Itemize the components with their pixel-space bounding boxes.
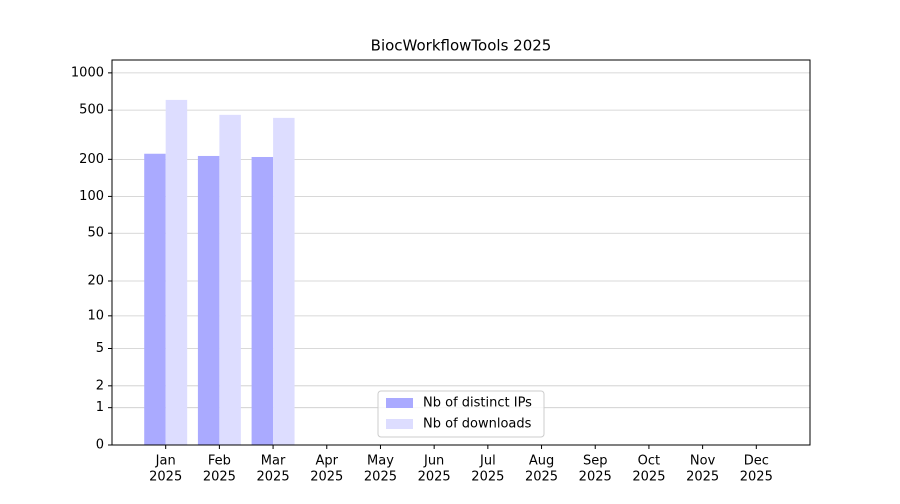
- y-tick-label: 50: [87, 226, 104, 241]
- x-tick-label: Aug: [529, 454, 554, 469]
- legend-label: Nb of downloads: [423, 417, 532, 432]
- chart-title: BiocWorkflowTools 2025: [371, 37, 552, 55]
- x-tick-label: Nov: [690, 454, 716, 469]
- x-tick-label: Mar: [261, 454, 286, 469]
- y-tick-label: 0: [96, 438, 104, 453]
- bar: [144, 153, 166, 445]
- x-tick-label: Oct: [638, 454, 660, 469]
- x-tick-label: 2025: [632, 470, 665, 485]
- x-tick-label: Jan: [155, 454, 176, 469]
- bar: [197, 155, 220, 445]
- y-tick-label: 5: [96, 341, 104, 356]
- x-tick-label: 2025: [364, 470, 397, 485]
- x-tick-label: 2025: [149, 470, 182, 485]
- legend-label: Nb of distinct IPs: [423, 396, 532, 411]
- legend-swatch: [386, 398, 413, 408]
- y-tick-label: 500: [79, 103, 104, 118]
- x-tick-label: 2025: [257, 470, 290, 485]
- y-tick-label: 2: [96, 378, 104, 393]
- legend-swatch: [386, 419, 413, 429]
- axes-frame: [111, 59, 811, 446]
- x-tick-label: Apr: [316, 454, 339, 469]
- bar: [219, 114, 241, 446]
- x-tick-label: Feb: [208, 454, 231, 469]
- y-tick-label: 100: [79, 189, 104, 204]
- legend-box: [377, 390, 545, 438]
- x-tick-label: May: [367, 454, 394, 469]
- x-tick-label: Jun: [423, 454, 444, 469]
- y-tick-label: 1000: [71, 65, 104, 80]
- x-tick-label: Dec: [744, 454, 769, 469]
- x-tick-label: 2025: [471, 470, 504, 485]
- plot-area: [112, 72, 810, 446]
- x-tick-label: 2025: [310, 470, 343, 485]
- x-tick-label: 2025: [203, 470, 236, 485]
- x-tick-label: Jul: [479, 454, 496, 469]
- y-tick-label: 1: [96, 400, 104, 415]
- x-tick-label: 2025: [579, 470, 612, 485]
- bar: [251, 156, 274, 445]
- x-tick-label: 2025: [418, 470, 451, 485]
- bar: [165, 99, 188, 445]
- y-tick-label: 10: [87, 308, 104, 323]
- y-tick-label: 20: [87, 274, 104, 289]
- x-tick-label: 2025: [686, 470, 719, 485]
- x-tick-label: 2025: [740, 470, 773, 485]
- y-tick-label: 200: [79, 152, 104, 167]
- x-tick-label: Sep: [583, 454, 608, 469]
- x-tick-label: 2025: [525, 470, 558, 485]
- bar: [273, 117, 295, 446]
